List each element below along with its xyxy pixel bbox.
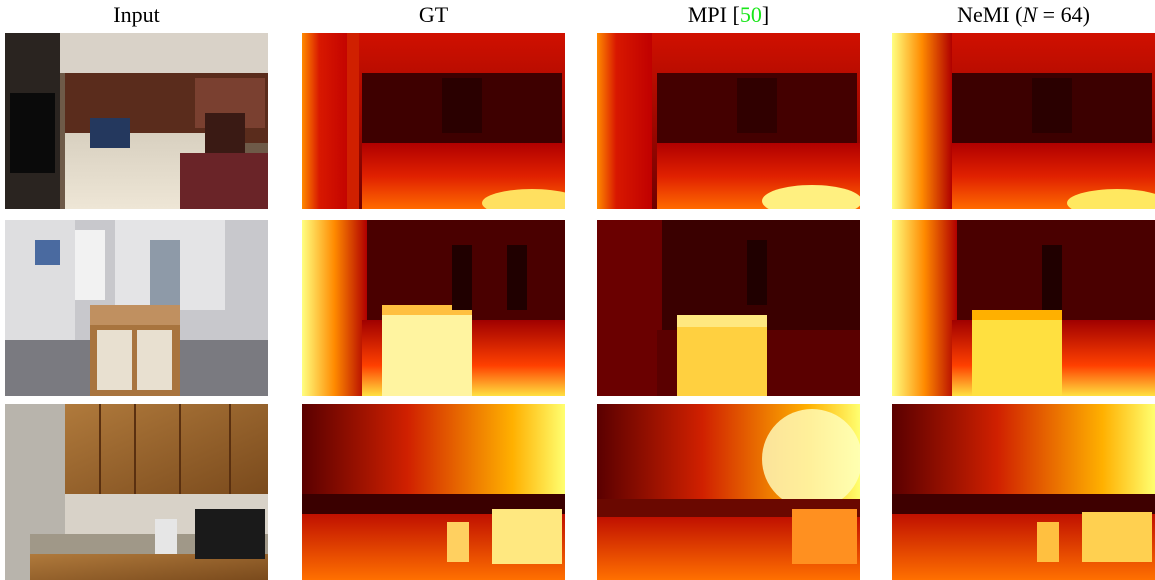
row1-input-image <box>5 33 268 209</box>
citation-link[interactable]: 50 <box>739 2 762 27</box>
row2-nemi-depth <box>892 220 1155 396</box>
row3-mpi-depth <box>597 404 860 580</box>
row2-input-image <box>5 220 268 396</box>
row3-input-image <box>5 404 268 580</box>
header-input: Input <box>113 2 160 27</box>
row2-mpi-depth <box>597 220 860 396</box>
row2-gt-depth <box>302 220 565 396</box>
row3-gt-depth <box>302 404 565 580</box>
row1-mpi-depth <box>597 33 860 209</box>
header-mpi: MPI [50] <box>687 2 770 27</box>
header-nemi: NeMI (N = 64) <box>957 2 1090 27</box>
row1-nemi-depth <box>892 33 1155 209</box>
row1-gt-depth <box>302 33 565 209</box>
row3-nemi-depth <box>892 404 1155 580</box>
header-gt: GT <box>418 2 449 27</box>
